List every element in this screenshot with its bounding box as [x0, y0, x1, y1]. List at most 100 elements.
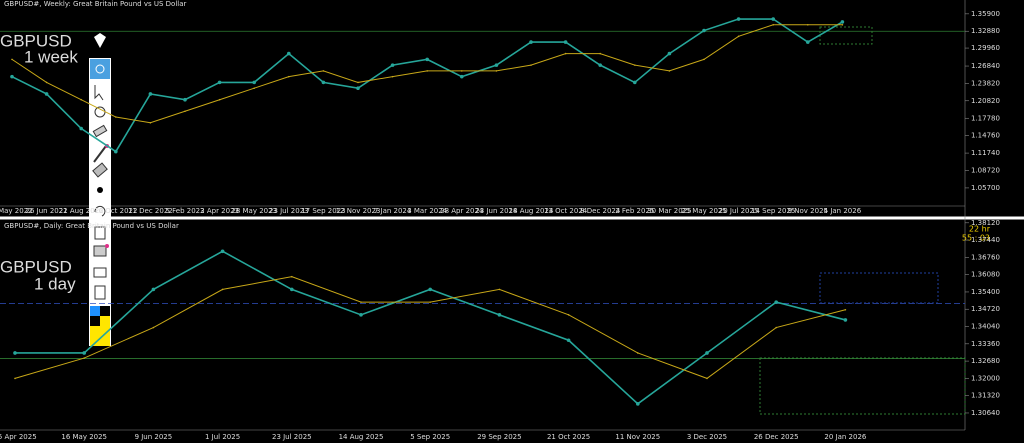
y-tick-label: 1.17780: [971, 114, 1000, 122]
price-point: [360, 301, 362, 303]
price-point: [737, 35, 740, 38]
x-tick-label: 20 Jul 2025: [719, 207, 759, 215]
y-tick-label: 1.33360: [971, 340, 1000, 348]
y-tick-label: 1.31320: [971, 392, 1000, 400]
price-point: [667, 51, 672, 56]
tool-trash[interactable]: [94, 226, 106, 240]
color-swatch[interactable]: [90, 326, 110, 346]
price-point: [637, 352, 639, 354]
tool-dot: [105, 244, 109, 248]
tool-pen[interactable]: [94, 33, 106, 48]
price-point: [633, 80, 637, 85]
price-point: [736, 17, 741, 21]
price-point: [599, 52, 601, 55]
price-point: [291, 275, 293, 278]
y-tick-label: 1.05700: [971, 184, 1000, 192]
price-point: [184, 110, 186, 113]
tool-eye[interactable]: [90, 59, 110, 79]
price-point: [287, 51, 291, 56]
y-tick-label: 1.34040: [971, 323, 1000, 331]
price-point: [425, 57, 430, 62]
tool-camera[interactable]: [93, 267, 107, 278]
price-point: [429, 301, 432, 303]
price-point: [841, 23, 844, 26]
price-point: [706, 377, 708, 380]
price-point: [426, 70, 429, 72]
tool-ruler[interactable]: [92, 162, 108, 178]
x-tick-label: 23 Jul 2023: [269, 207, 309, 215]
x-tick-label: 16 May 2025: [61, 433, 107, 441]
price-point: [114, 149, 118, 154]
price-point: [217, 80, 222, 85]
color-swatch[interactable]: [90, 316, 100, 326]
price-point: [771, 17, 775, 21]
price-point: [636, 402, 640, 406]
x-tick-label: 7 Jan 2024: [374, 207, 412, 215]
price-point: [774, 300, 778, 304]
chart-title: GBPUSD#, Daily: Great Britain Pound vs U…: [4, 222, 179, 230]
price-point: [79, 126, 83, 131]
y-tick-label: 1.23820: [971, 79, 1000, 87]
price-point: [151, 287, 156, 292]
y-tick-label: 1.26840: [971, 62, 1000, 70]
price-point: [840, 20, 845, 24]
price-point: [288, 75, 290, 78]
y-tick-label: 1.38120: [971, 219, 1000, 227]
tool-pencil[interactable]: [93, 145, 107, 163]
price-point: [148, 92, 153, 96]
price-point: [152, 326, 155, 329]
x-tick-label: 25 Apr 2025: [0, 433, 37, 441]
x-tick-label: 2 Apr 2023: [200, 207, 239, 215]
price-point: [13, 351, 17, 355]
price-point: [321, 80, 326, 85]
x-tick-label: 8 Dec 2024: [580, 207, 621, 215]
period-label: 1 day: [34, 274, 76, 293]
y-tick-label: 1.29960: [971, 44, 1000, 52]
price-point: [843, 318, 848, 322]
price-point: [149, 121, 152, 124]
color-swatch[interactable]: [100, 306, 110, 316]
color-swatch[interactable]: [100, 316, 110, 326]
price-point: [772, 23, 774, 26]
tool-template[interactable]: [93, 245, 107, 257]
price-point: [45, 81, 48, 84]
x-tick-label: 29 Sep 2025: [477, 433, 521, 441]
price-point: [357, 81, 359, 84]
x-tick-label: 9 Jun 2025: [135, 433, 173, 441]
price-point: [252, 80, 256, 85]
price-point: [563, 40, 568, 44]
color-swatch[interactable]: [90, 306, 100, 316]
price-point: [702, 28, 706, 33]
price-point: [807, 23, 809, 26]
tool-eraser[interactable]: [92, 124, 108, 138]
eye-icon: [95, 64, 105, 74]
y-tick-label: 1.36760: [971, 253, 1000, 261]
price-point: [11, 58, 13, 61]
x-tick-label: 21 Aug 2022: [59, 207, 104, 215]
tool-clipboard[interactable]: [94, 285, 106, 300]
x-tick-label: 1 May 2022: [0, 207, 33, 215]
price-point: [634, 64, 636, 66]
x-tick-label: 30 Mar 2025: [647, 207, 691, 215]
x-tick-label: 20 Jan 2026: [824, 433, 867, 441]
tool-cursor[interactable]: [94, 85, 104, 101]
y-tick-label: 1.30640: [971, 409, 1000, 417]
y-tick-label: 1.37440: [971, 236, 1000, 244]
x-tick-label: 13 Oct 2024: [544, 207, 588, 215]
x-tick-label: 26 Dec 2025: [754, 433, 799, 441]
symbol-label: GBPUSD: [0, 31, 72, 50]
price-point: [598, 63, 602, 67]
y-tick-label: 1.32000: [971, 374, 1000, 382]
price-point: [10, 74, 14, 79]
price-point: [115, 116, 117, 118]
x-tick-label: 25 May 2025: [681, 207, 727, 215]
price-point: [566, 338, 571, 343]
tool-point[interactable]: [97, 187, 103, 193]
price-point: [44, 92, 49, 96]
price-point: [391, 75, 394, 78]
x-tick-label: 28 May 2023: [231, 207, 277, 215]
price-point: [775, 326, 777, 329]
y-tick-label: 1.35400: [971, 288, 1000, 296]
tool-undo[interactable]: [94, 205, 106, 217]
